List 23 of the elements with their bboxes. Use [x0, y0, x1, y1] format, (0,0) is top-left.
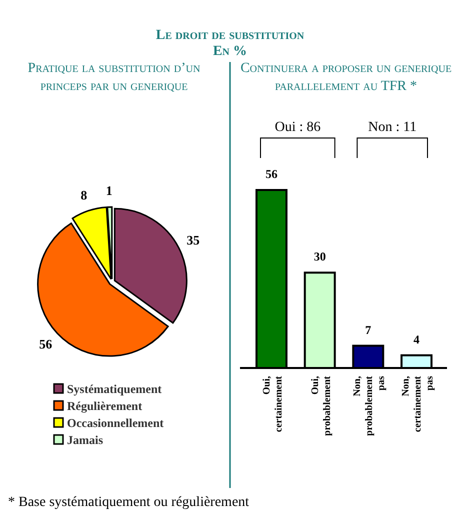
legend-label: Occasionnellement — [67, 416, 164, 430]
chart-title: Continuera a proposer un generique parallelement au TFR * — [239, 60, 453, 96]
text: Non : 11 — [368, 120, 417, 135]
data-label: 7 — [365, 322, 372, 337]
legend-label: Régulièrement — [67, 399, 142, 413]
text: Le droit de substitution — [156, 28, 305, 43]
data-label: 56 — [39, 336, 53, 352]
text: * Base systématiquement ou régulièrement — [8, 495, 250, 510]
text: Pratique la substitution d’un princeps par un generique — [26, 60, 202, 96]
data-label: 4 — [414, 332, 420, 346]
legend-label: Jamais — [67, 433, 104, 447]
x-tick-label: Non, probablement pas — [352, 375, 388, 436]
x-tick-label: Non, certainement pas — [400, 375, 436, 432]
data-label: 8 — [80, 187, 88, 202]
data-label: 30 — [314, 250, 326, 264]
data-label: 1 — [106, 183, 112, 198]
text: Oui : 86 — [274, 120, 321, 135]
pie-slice — [72, 206, 112, 280]
data-label: 56 — [265, 167, 278, 181]
text: En % — [212, 44, 248, 59]
data-label: 35 — [186, 232, 200, 248]
legend-label: Systématiquement — [67, 382, 162, 396]
x-tick-label: Oui, certainement — [261, 375, 284, 432]
